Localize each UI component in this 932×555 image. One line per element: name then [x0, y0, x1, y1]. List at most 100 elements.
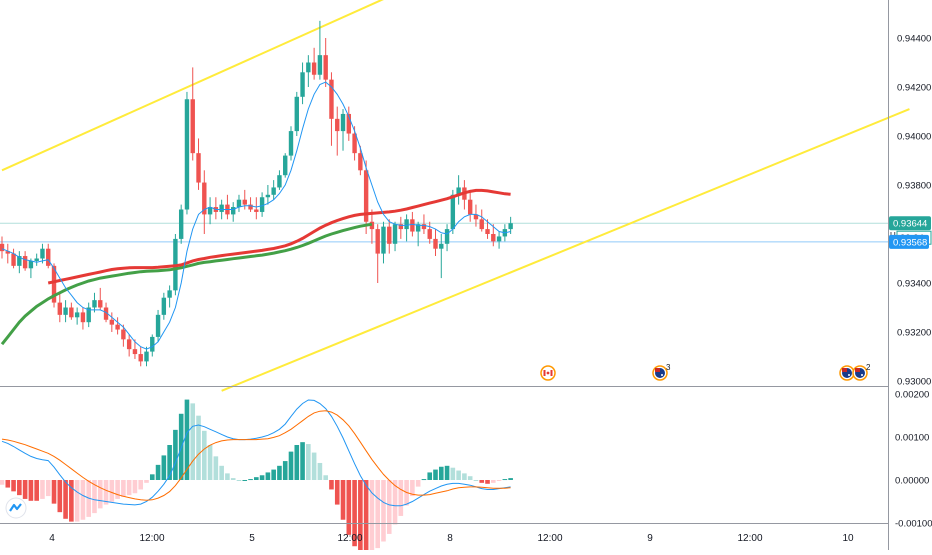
- candle[interactable]: [132, 339, 138, 359]
- moving-average-red: [47, 188, 511, 285]
- candle[interactable]: [178, 204, 184, 244]
- candle[interactable]: [74, 307, 80, 325]
- candle[interactable]: [294, 91, 299, 136]
- candle[interactable]: [109, 312, 115, 332]
- candle[interactable]: [11, 248, 16, 269]
- candle[interactable]: [190, 67, 195, 161]
- candle[interactable]: [427, 221, 432, 244]
- candle[interactable]: [496, 231, 502, 249]
- candle[interactable]: [248, 197, 253, 212]
- tradingview-logo-icon[interactable]: [5, 497, 27, 519]
- candle[interactable]: [231, 202, 236, 222]
- candle[interactable]: [196, 138, 201, 190]
- candle[interactable]: [473, 204, 479, 227]
- candle[interactable]: [491, 224, 496, 247]
- candle[interactable]: [358, 145, 363, 176]
- candle[interactable]: [381, 221, 386, 264]
- candle[interactable]: [92, 292, 97, 313]
- candle[interactable]: [28, 258, 34, 279]
- candle[interactable]: [404, 214, 409, 242]
- candle[interactable]: [508, 216, 513, 234]
- candle[interactable]: [317, 20, 323, 80]
- canada-flag-icon[interactable]: [540, 365, 556, 381]
- candle[interactable]: [259, 192, 265, 217]
- macd-plot[interactable]: [0, 399, 513, 555]
- candle[interactable]: [115, 317, 120, 335]
- candle[interactable]: [144, 346, 149, 367]
- candle[interactable]: [335, 106, 340, 156]
- candle-body: [207, 207, 213, 215]
- australia-flag-icon[interactable]: 3: [652, 363, 671, 381]
- candle[interactable]: [271, 180, 276, 200]
- candle[interactable]: [375, 224, 380, 283]
- candle[interactable]: [277, 170, 282, 190]
- candle[interactable]: [288, 126, 294, 161]
- candle[interactable]: [329, 72, 334, 146]
- candle[interactable]: [17, 251, 22, 274]
- macd-histogram-bar: [456, 470, 461, 480]
- candle[interactable]: [363, 160, 369, 235]
- candle[interactable]: [138, 346, 143, 367]
- candle[interactable]: [5, 243, 10, 264]
- candle[interactable]: [46, 243, 51, 269]
- candle[interactable]: [265, 185, 271, 205]
- candle[interactable]: [202, 170, 207, 234]
- channel-upper-line[interactable]: [1, 0, 395, 172]
- candle[interactable]: [51, 263, 57, 308]
- candle[interactable]: [22, 251, 28, 271]
- channel-lower-line[interactable]: [221, 108, 910, 392]
- candle[interactable]: [300, 62, 305, 105]
- candle[interactable]: [485, 219, 490, 239]
- candle[interactable]: [479, 209, 484, 232]
- candle[interactable]: [433, 229, 438, 257]
- candle[interactable]: [439, 234, 444, 279]
- candle[interactable]: [121, 324, 126, 347]
- candle-body: [17, 256, 22, 266]
- candle[interactable]: [167, 285, 172, 308]
- macd-histogram-bar: [138, 480, 144, 490]
- candle[interactable]: [98, 287, 103, 310]
- candle[interactable]: [421, 214, 427, 234]
- candle[interactable]: [207, 197, 213, 225]
- macd-histogram-bar: [438, 466, 444, 480]
- candle[interactable]: [0, 236, 5, 259]
- candle[interactable]: [311, 47, 317, 80]
- candle[interactable]: [346, 106, 351, 141]
- candle[interactable]: [150, 334, 155, 357]
- candle[interactable]: [34, 253, 39, 266]
- candle-body: [196, 153, 201, 183]
- australia-flag-icon[interactable]: [839, 365, 855, 381]
- candle[interactable]: [398, 216, 404, 239]
- candle[interactable]: [161, 292, 167, 320]
- candle[interactable]: [323, 38, 328, 87]
- candle[interactable]: [340, 109, 346, 151]
- candle[interactable]: [63, 300, 68, 323]
- candle[interactable]: [467, 189, 473, 222]
- candle[interactable]: [155, 309, 161, 342]
- candle[interactable]: [456, 175, 461, 205]
- australia-flag-icon[interactable]: 2: [852, 363, 871, 381]
- candle[interactable]: [283, 153, 288, 178]
- candle[interactable]: [184, 91, 190, 215]
- union-jack: [855, 368, 860, 372]
- candle[interactable]: [40, 243, 45, 264]
- candle[interactable]: [444, 224, 450, 252]
- candle-body: [92, 300, 97, 308]
- candle[interactable]: [69, 302, 74, 320]
- candle[interactable]: [57, 292, 62, 323]
- candle[interactable]: [254, 197, 259, 220]
- candle[interactable]: [86, 302, 91, 328]
- candle[interactable]: [126, 334, 132, 357]
- price-plot[interactable]: [0, 0, 910, 392]
- candle-body: [456, 187, 461, 195]
- candle[interactable]: [306, 55, 311, 87]
- star-icon: [848, 374, 850, 376]
- candle[interactable]: [392, 221, 398, 252]
- candle[interactable]: [80, 307, 86, 330]
- candle[interactable]: [387, 219, 392, 254]
- macd-histogram-bar: [421, 479, 427, 481]
- candle[interactable]: [236, 194, 242, 212]
